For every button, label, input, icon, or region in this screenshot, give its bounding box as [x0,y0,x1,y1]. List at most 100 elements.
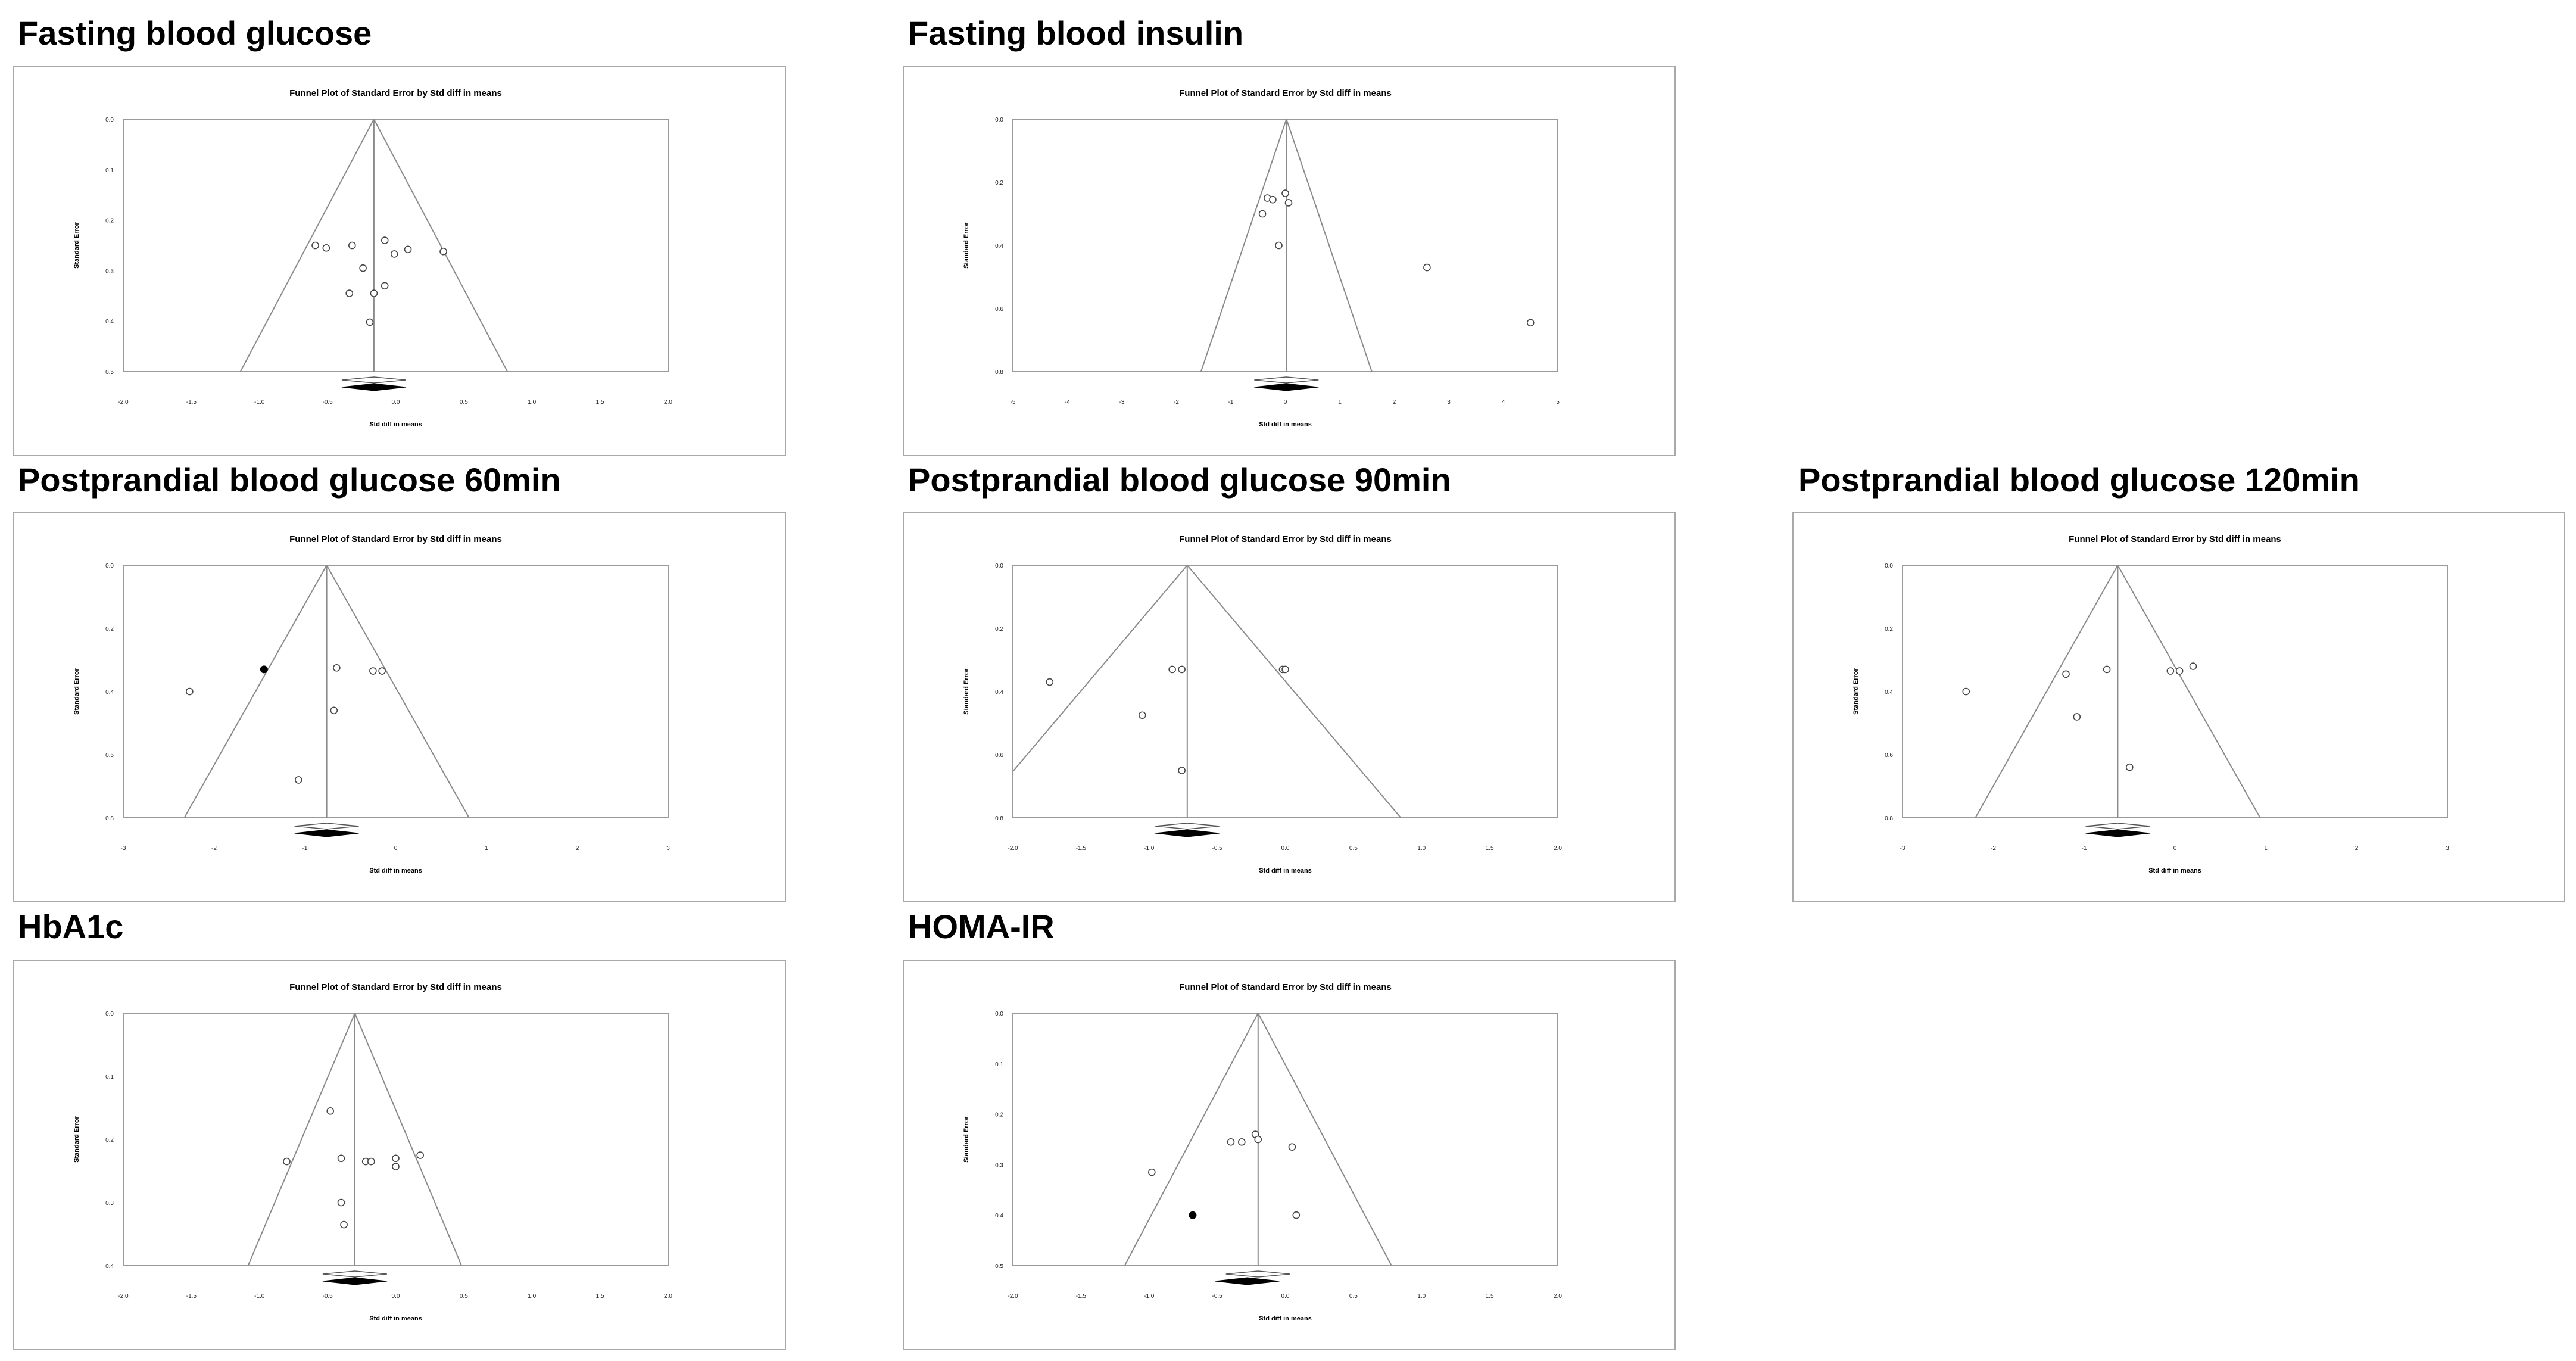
panel-heading-pbg120: Postprandial blood glucose 120min [1798,461,2360,499]
plot-frame [123,565,669,818]
plot-frame [1012,1013,1558,1266]
y-tick-label: 0.0 [995,117,1003,123]
study-point [1284,199,1293,207]
x-tick-label: 0 [2173,845,2177,852]
x-tick-label: 2.0 [664,399,672,406]
y-tick-label: 0.2 [995,180,1003,186]
y-tick-label: 0.8 [995,815,1003,822]
adjusted-summary-diamond [1215,1277,1280,1285]
study-point [295,776,302,784]
chart-title: Funnel Plot of Standard Error by Std dif… [2069,534,2281,544]
adjusted-summary-diamond [1254,383,1319,391]
x-tick-label: 1 [1338,399,1342,406]
x-tick-label: -1.0 [254,1293,265,1300]
x-tick-label: 1.5 [596,1293,604,1300]
study-point [1237,1138,1246,1146]
funnel-group [239,119,508,372]
x-tick-label: 0 [394,845,398,852]
funnel-group [1975,565,2261,818]
study-point [359,264,367,272]
study-point [1254,1135,1262,1144]
panel-heading-pbg60: Postprandial blood glucose 60min [18,461,561,499]
y-tick-label: 0.1 [105,1074,114,1080]
study-point [337,1154,345,1163]
study-point [322,244,330,252]
study-point [1227,1138,1235,1146]
x-tick-label: -4 [1065,399,1070,406]
y-tick-label: 0.2 [1885,626,1893,633]
funnel-plot-hba1c: Funnel Plot of Standard Error by Std dif… [73,982,672,1322]
panel-heading-hba1c: HbA1c [18,908,124,945]
chart-title: Funnel Plot of Standard Error by Std dif… [289,534,502,544]
y-tick-label: 0.4 [995,243,1003,250]
study-point [1178,767,1186,774]
study-point [404,245,412,254]
x-tick-label: 1.5 [596,399,604,406]
study-point [1962,687,1970,696]
study-point [333,664,341,672]
x-tick-label: 1 [485,845,488,852]
x-tick-label: 1.0 [528,399,536,406]
funnel-right-line [1187,565,1402,818]
study-point [1046,678,1054,686]
x-tick-label: -2.0 [1008,845,1018,852]
x-axis-label: Std diff in means [369,867,422,874]
funnel-panel-fbi: Funnel Plot of Standard Error by Std dif… [903,66,1676,456]
x-tick-label: 2.0 [664,1293,672,1300]
x-tick-label: -2 [211,845,217,852]
x-axis-label: Std diff in means [369,1315,422,1322]
x-tick-label: 2 [2355,845,2359,852]
funnel-right-line [354,1013,463,1266]
y-axis-label: Standard Error [963,668,970,714]
x-tick-label: 1.5 [1486,1293,1494,1300]
study-point [392,1154,400,1163]
y-tick-label: 0.3 [105,1200,114,1207]
study-point [340,1220,348,1229]
observed-summary-diamond [341,376,406,384]
chart-title: Funnel Plot of Standard Error by Std dif… [1179,982,1392,992]
study-point [2175,667,2184,675]
funnel-left-line [239,119,375,372]
y-tick-label: 0.5 [105,369,114,376]
x-tick-label: -3 [1900,845,1906,852]
funnel-left-line [1124,1013,1259,1266]
x-tick-label: -0.5 [1212,845,1223,852]
x-tick-label: -2.0 [118,399,129,406]
panel-heading-pbg90: Postprandial blood glucose 90min [908,461,1451,499]
observed-summary-diamond [322,1270,387,1278]
x-tick-label: 2.0 [1554,845,1562,852]
x-tick-label: 1.0 [1417,1293,1426,1300]
imputed-study-point [260,665,268,674]
adjusted-summary-diamond [1155,829,1220,837]
study-point [2125,763,2134,771]
study-point [337,1198,345,1207]
plot-frame [1902,565,2448,818]
x-tick-label: 4 [1502,399,1505,406]
funnel-right-line [1257,1013,1392,1266]
y-tick-label: 0.4 [105,319,114,325]
x-tick-label: -1.5 [186,399,197,406]
x-tick-label: 0 [1284,399,1287,406]
study-point [2073,713,2081,721]
x-axis-label: Std diff in means [369,421,422,428]
x-tick-label: -1 [2082,845,2087,852]
panel-heading-homa: HOMA-IR [908,908,1055,945]
study-point [366,318,374,326]
y-tick-label: 0.2 [995,626,1003,633]
funnel-group [183,565,470,818]
study-point [390,250,398,258]
x-tick-label: -0.5 [323,399,333,406]
x-tick-label: -5 [1011,399,1016,406]
study-point [439,247,447,256]
chart-title: Funnel Plot of Standard Error by Std dif… [289,982,502,992]
adjusted-summary-diamond [2085,829,2150,837]
observed-summary-diamond [1254,376,1319,384]
imputed-study-point [1189,1211,1197,1219]
plot-frame [1012,565,1558,818]
chart-title: Funnel Plot of Standard Error by Std dif… [1179,534,1392,544]
funnel-left-line [1013,565,1188,773]
study-point [326,1107,335,1115]
x-tick-label: 1.0 [1417,845,1426,852]
x-tick-label: -1.0 [1144,1293,1155,1300]
x-tick-label: 2.0 [1554,1293,1562,1300]
